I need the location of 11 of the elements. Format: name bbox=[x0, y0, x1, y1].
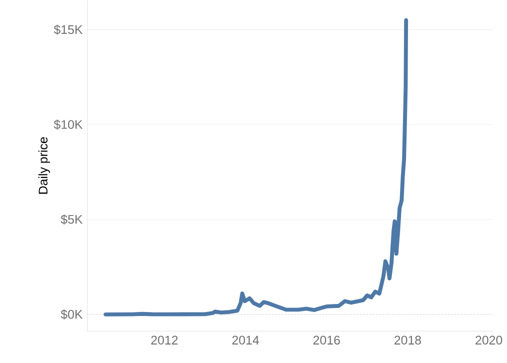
y-tick-label: $0K bbox=[60, 310, 83, 320]
x-tick-label: 2014 bbox=[232, 336, 259, 345]
y-tick-label: $10K bbox=[54, 120, 83, 130]
line-series bbox=[104, 18, 408, 317]
y-axis-title: Daily price bbox=[38, 137, 50, 194]
x-tick-label: 2018 bbox=[394, 336, 422, 345]
x-tick-label: 2016 bbox=[313, 336, 340, 345]
y-tick-label: $15K bbox=[54, 24, 83, 35]
x-tick-label: 2012 bbox=[151, 336, 178, 345]
x-tick-label: 2020 bbox=[476, 336, 502, 345]
y-tick-label: $5K bbox=[60, 214, 83, 225]
